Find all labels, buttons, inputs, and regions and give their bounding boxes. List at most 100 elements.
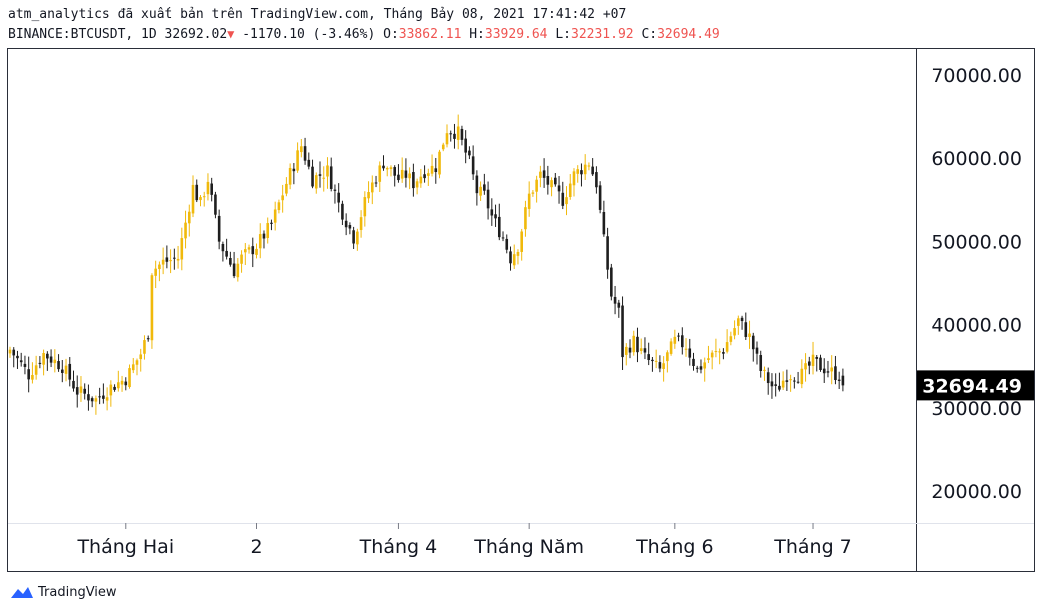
- candle: [120, 375, 124, 392]
- candle-body: [695, 367, 699, 369]
- candle: [505, 234, 509, 254]
- candle-body: [610, 267, 613, 297]
- candle-body: [412, 172, 415, 189]
- candle-body: [64, 365, 68, 374]
- candle-body: [725, 342, 729, 352]
- candle: [617, 299, 621, 318]
- candle-body: [240, 254, 243, 264]
- candle-body: [497, 216, 501, 238]
- candle: [834, 355, 837, 385]
- candle: [460, 125, 464, 146]
- candlestick-chart[interactable]: 70000.00 60000.00 50000.00 40000.00 30000.00…: [7, 48, 1035, 572]
- last-price-tag: 32694.49: [917, 370, 1035, 401]
- price-tick-label: 20000.00: [931, 481, 1022, 503]
- candle: [408, 167, 411, 190]
- candle: [729, 331, 733, 346]
- candle-body: [441, 144, 445, 150]
- candle: [229, 251, 232, 267]
- candle: [539, 165, 542, 188]
- candle: [497, 203, 501, 241]
- candle-body: [542, 170, 546, 178]
- candle: [453, 123, 456, 149]
- candle-body: [206, 181, 210, 195]
- candle-body: [673, 336, 677, 344]
- candle-body: [826, 371, 830, 373]
- candle-body: [31, 374, 34, 380]
- candle-body: [512, 254, 516, 266]
- candle: [445, 124, 449, 148]
- candle-body: [16, 355, 19, 359]
- candle: [568, 174, 572, 200]
- candle-body: [117, 382, 120, 389]
- candle: [673, 329, 677, 349]
- high-value: 33929.64: [484, 27, 548, 42]
- candle: [370, 175, 374, 205]
- candle-body: [789, 379, 792, 381]
- candle-body: [688, 348, 692, 358]
- candle: [483, 173, 486, 195]
- candle: [8, 346, 12, 358]
- candle: [572, 168, 576, 197]
- price-tick-label: 40000.00: [931, 315, 1022, 337]
- candle-body: [270, 222, 273, 224]
- candle: [221, 241, 225, 262]
- candle-body: [475, 175, 479, 194]
- publish-line: atm_analytics đã xuất bản trên TradingVi…: [8, 7, 627, 22]
- candle-body: [438, 151, 441, 175]
- candle-body: [296, 150, 299, 171]
- candle-body: [654, 360, 658, 362]
- candle-body: [617, 302, 621, 308]
- candle: [378, 161, 382, 192]
- candle: [38, 356, 42, 369]
- candle: [285, 177, 288, 197]
- candle: [692, 352, 695, 371]
- candle: [277, 199, 281, 214]
- candle-body: [229, 257, 232, 265]
- candle: [636, 327, 639, 363]
- high-label: H:: [469, 27, 485, 42]
- candle-body: [535, 179, 538, 192]
- candle-body: [733, 328, 736, 336]
- candle: [102, 383, 105, 404]
- candle: [669, 338, 673, 356]
- candle: [490, 198, 494, 226]
- candle-body: [557, 185, 561, 192]
- candle-body: [819, 357, 822, 370]
- candle: [804, 353, 807, 382]
- candle: [251, 237, 255, 268]
- candle-body: [53, 359, 57, 364]
- tradingview-brand[interactable]: TradingView: [10, 582, 117, 602]
- candle: [819, 354, 822, 372]
- candle: [434, 157, 438, 184]
- candle: [591, 158, 594, 176]
- candle: [236, 258, 240, 282]
- candle: [770, 373, 774, 399]
- candle: [415, 178, 419, 195]
- candle-body: [591, 166, 594, 175]
- candle: [60, 359, 64, 383]
- candle-body: [363, 197, 367, 217]
- candle: [240, 250, 243, 273]
- candle: [811, 341, 815, 375]
- candle-body: [165, 257, 169, 262]
- candle: [184, 210, 187, 249]
- candle-body: [161, 259, 165, 265]
- candle: [150, 273, 154, 349]
- candle: [624, 343, 628, 366]
- candle: [576, 165, 580, 183]
- candle: [281, 184, 284, 213]
- candle: [42, 349, 45, 376]
- candle-body: [815, 357, 819, 359]
- candle: [83, 383, 86, 400]
- candle: [210, 177, 213, 202]
- candle: [737, 315, 740, 335]
- low-label: L:: [555, 27, 571, 42]
- candle-body: [703, 362, 707, 369]
- candle-body: [539, 171, 542, 178]
- candle-body: [352, 230, 355, 244]
- candle-body: [94, 398, 98, 402]
- candle-body: [647, 354, 650, 361]
- open-label: O:: [383, 27, 399, 42]
- candle-body: [565, 197, 568, 205]
- candle-body: [494, 214, 497, 219]
